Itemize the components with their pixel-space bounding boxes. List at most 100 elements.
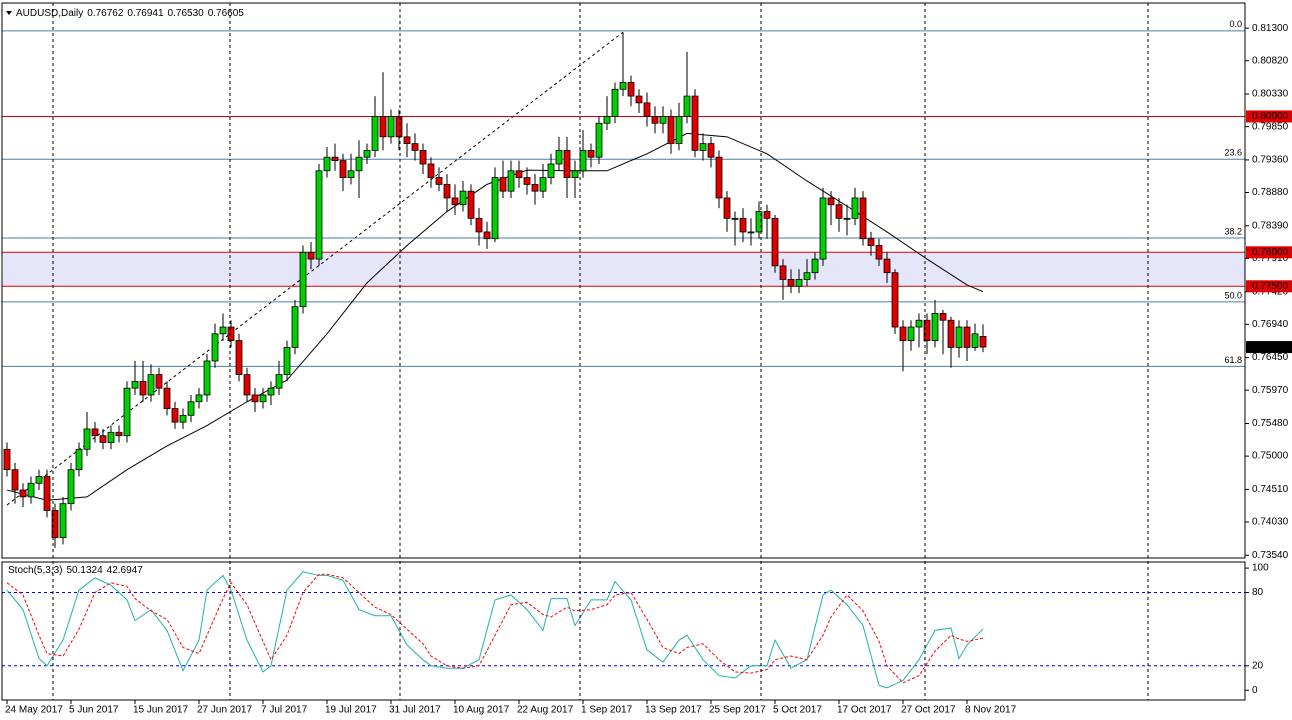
price-level-tag-label: 0.78000 — [1252, 247, 1289, 258]
candle-body — [315, 170, 323, 260]
y-tick-label: 0.76450 — [1252, 352, 1289, 363]
candle-body — [187, 401, 195, 416]
x-tick-label: 22 Aug 2017 — [517, 705, 574, 716]
candle-body — [251, 394, 259, 403]
candle-body — [83, 428, 91, 450]
candle-body — [947, 319, 955, 348]
candle-body — [51, 510, 59, 539]
candle-body — [227, 326, 235, 342]
candle-body — [707, 143, 715, 158]
candle-body — [27, 482, 35, 498]
indicator-panel-frame — [1, 561, 1246, 701]
candle-body — [331, 156, 339, 162]
candle-body — [547, 163, 555, 178]
candle-body — [43, 476, 51, 511]
indicator-k: 50.1324 — [66, 565, 103, 576]
y-tick-label: 0.80330 — [1252, 89, 1289, 100]
plot-layer: 0.0 23.6 38.2 50.0 61.8 0.81300 0.80820 0.80330… — [2, 19, 1292, 716]
candle-body — [179, 414, 187, 423]
x-tick-label: 5 Oct 2017 — [773, 705, 822, 716]
candle-body — [11, 469, 19, 491]
price-level-tag-label: 0.80000 — [1252, 111, 1289, 122]
candle-body — [851, 197, 859, 219]
candle-body — [803, 272, 811, 280]
x-tick-label: 17 Oct 2017 — [837, 705, 892, 716]
candle-body — [459, 190, 467, 206]
candle-body — [795, 279, 803, 287]
candle-body — [627, 82, 635, 97]
x-tick-label: 24 May 2017 — [5, 705, 63, 716]
candle-body — [923, 319, 931, 342]
candle-body — [587, 150, 595, 158]
candle-body — [531, 183, 539, 192]
candle-body — [579, 150, 587, 172]
x-tick-label: 7 Jul 2017 — [261, 705, 308, 716]
fib-level-label: 61.8 — [1224, 355, 1242, 365]
candle-body — [747, 231, 755, 234]
price-level-tag — [1246, 246, 1292, 259]
candle-body — [307, 251, 315, 260]
candle-body — [75, 448, 83, 471]
x-tick-label: 27 Jun 2017 — [197, 705, 252, 716]
candle-body — [171, 408, 179, 423]
candle-body — [515, 170, 523, 178]
y-tick-label: 0.74030 — [1252, 517, 1289, 528]
indicator-line — [6, 571, 984, 689]
indicator-d: 42.6947 — [107, 565, 144, 576]
candle-body — [99, 435, 107, 443]
candle-body — [723, 197, 731, 219]
candle-body — [875, 245, 883, 260]
candle-body — [971, 333, 979, 348]
indicator-header: Stoch(5,3,3) 50.1324 42.6947 — [8, 565, 143, 576]
candle-body — [731, 217, 739, 220]
candle-body — [491, 177, 499, 240]
candle-body — [523, 177, 531, 185]
candle-body — [651, 116, 659, 124]
y-tick-label: 0.75480 — [1252, 418, 1289, 429]
y-tick-label: 0.79850 — [1252, 121, 1289, 132]
indicator-tick-label: 20 — [1252, 660, 1264, 671]
indicator-line — [6, 573, 984, 684]
candle-body — [611, 88, 619, 117]
price-level-tag-label: 0.77500 — [1252, 281, 1289, 292]
y-tick-label: 0.80820 — [1252, 55, 1289, 66]
candle-body — [339, 160, 347, 178]
candle-body — [539, 177, 547, 192]
candle-body — [371, 116, 379, 151]
header-low: 0.76530 — [168, 8, 205, 19]
candle-body — [403, 136, 411, 145]
x-tick-label: 25 Sep 2017 — [709, 705, 766, 716]
candle-body — [899, 326, 907, 342]
header-open: 0.76762 — [87, 8, 124, 19]
last-price-label: 0.76605 — [1252, 342, 1289, 353]
candle-body — [907, 326, 915, 342]
candle-body — [411, 143, 419, 151]
candle-body — [827, 197, 835, 206]
x-tick-label: 5 Jun 2017 — [69, 705, 119, 716]
candle-body — [683, 95, 691, 117]
y-tick-label: 0.78390 — [1252, 220, 1289, 231]
candle-body — [619, 82, 627, 90]
candle-body — [59, 503, 67, 539]
candle-body — [147, 374, 155, 396]
candle-body — [483, 231, 491, 240]
y-tick-label: 0.76940 — [1252, 319, 1289, 330]
candle-body — [475, 217, 483, 233]
x-tick-label: 27 Oct 2017 — [901, 705, 956, 716]
candle-body — [107, 431, 115, 443]
candle-body — [19, 489, 27, 498]
indicator-title: Stoch(5,3,3) — [8, 565, 62, 576]
candle-body — [435, 177, 443, 185]
candle-body — [35, 476, 43, 484]
candle-body — [131, 380, 139, 389]
candle-body — [91, 428, 99, 437]
separators — [52, 3, 1149, 700]
candle-body — [867, 238, 875, 246]
candle-body — [443, 183, 451, 199]
candle-body — [843, 217, 851, 220]
candle-body — [563, 150, 571, 178]
menu-arrow[interactable] — [6, 11, 12, 15]
candle-body — [363, 150, 371, 158]
candle-body — [779, 265, 787, 280]
